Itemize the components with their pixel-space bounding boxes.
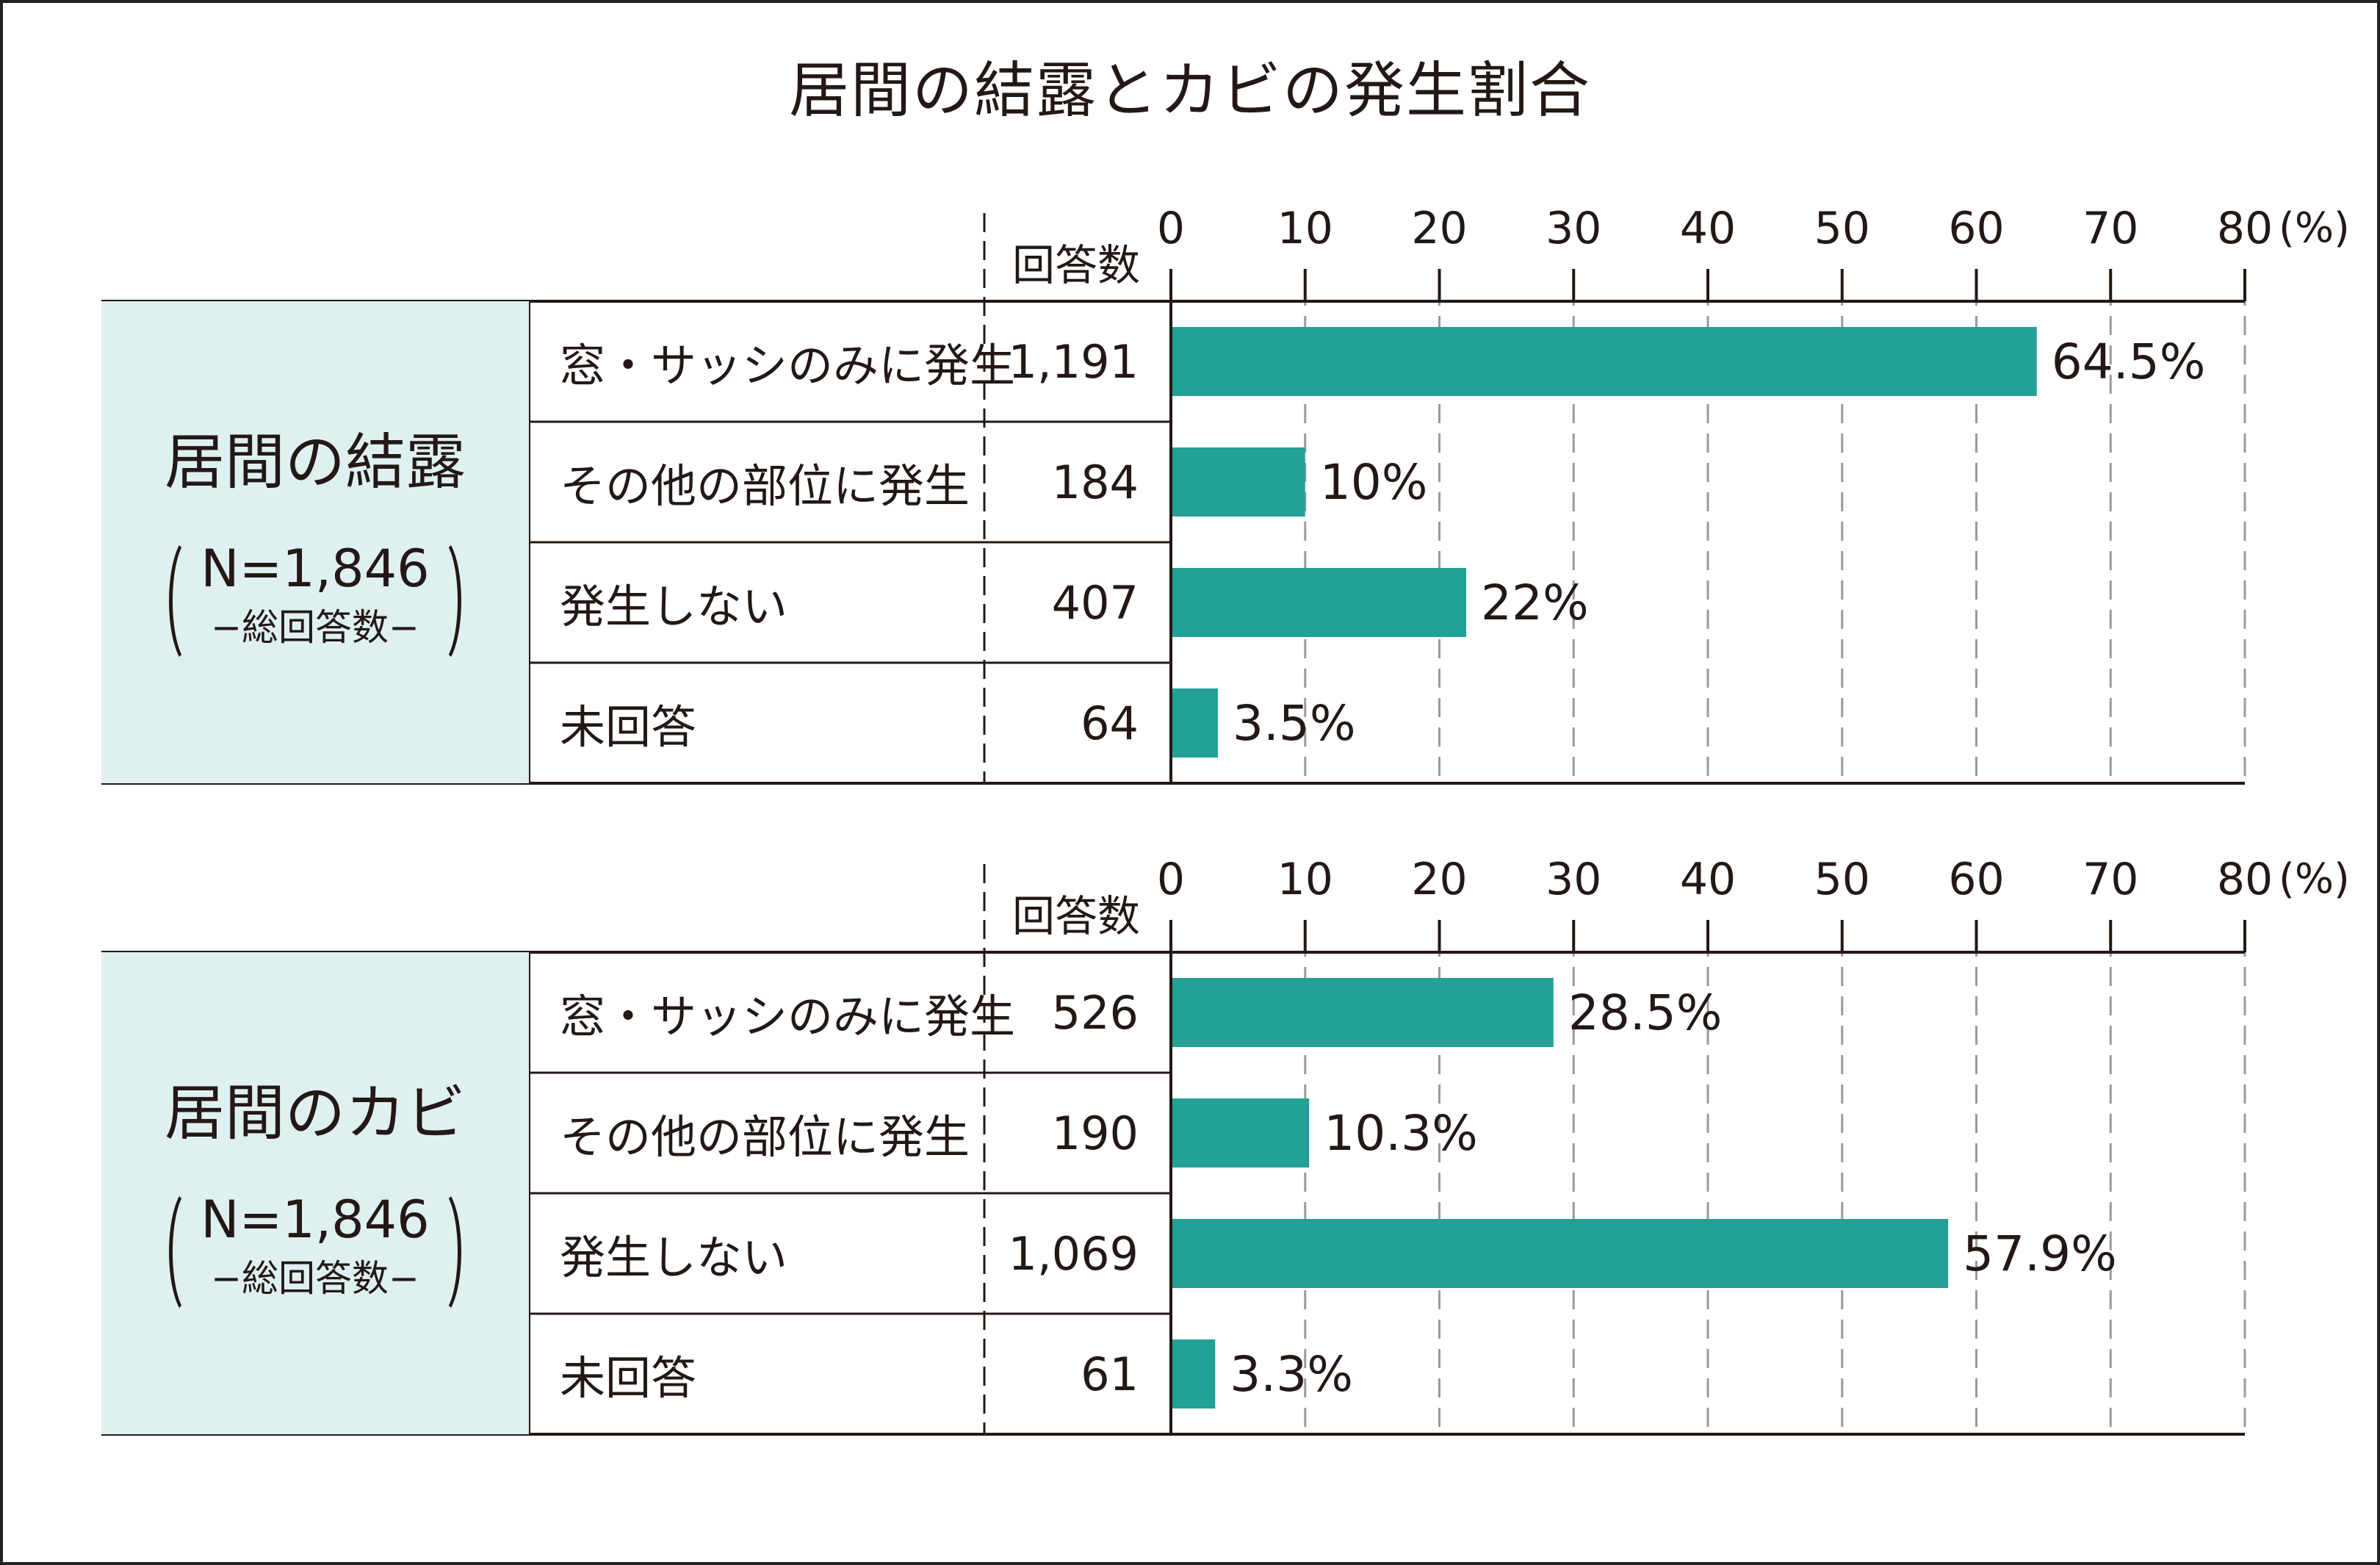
bar-value-label: 10.3% xyxy=(1324,1104,1478,1162)
bar-value-label: 64.5% xyxy=(2051,333,2206,390)
x-tick-label: 20 xyxy=(1411,854,1468,905)
x-tick-label: 60 xyxy=(1948,854,2005,905)
group-title: 居間のカビ xyxy=(164,1079,466,1148)
category-label: その他の部位に発生 xyxy=(560,459,970,513)
bar xyxy=(1172,688,1218,758)
x-tick-label: 50 xyxy=(1814,203,1870,254)
response-count: 61 xyxy=(1081,1347,1139,1401)
sample-size-label: N=1,846 xyxy=(201,539,430,599)
axis-unit: (%) xyxy=(2279,855,2350,903)
bar xyxy=(1172,978,1554,1047)
group-panel: 居間のカビ N=1,846 −総回答数− xyxy=(101,952,529,1434)
x-tick-label: 10 xyxy=(1277,203,1333,254)
axis-unit: (%) xyxy=(2279,204,2350,252)
bar-value-label: 3.5% xyxy=(1232,694,1356,752)
x-tick-label: 70 xyxy=(2082,203,2139,254)
group-sample-size: N=1,846 −総回答数− xyxy=(101,1186,529,1318)
bar xyxy=(1172,1219,1949,1288)
category-label: その他の部位に発生 xyxy=(560,1110,970,1164)
bar-value-label: 57.9% xyxy=(1963,1225,2117,1282)
bar xyxy=(1172,568,1467,637)
x-tick-label: 70 xyxy=(2082,854,2139,905)
group-title: 居間の結露 xyxy=(164,428,466,497)
x-tick-label: 10 xyxy=(1277,854,1333,905)
bar xyxy=(1172,1339,1216,1408)
response-count: 184 xyxy=(1051,455,1139,509)
x-tick-label: 30 xyxy=(1546,203,1602,254)
bar xyxy=(1172,447,1305,517)
paren-right xyxy=(417,1186,461,1318)
category-label: 未回答 xyxy=(560,1351,697,1405)
paren-right xyxy=(417,535,461,667)
bar-value-label: 22% xyxy=(1481,574,1589,631)
x-tick-label: 60 xyxy=(1948,203,2005,254)
x-tick-label: 80 xyxy=(2216,854,2273,905)
response-count: 64 xyxy=(1081,696,1139,750)
x-tick-label: 0 xyxy=(1156,854,1186,905)
response-count: 190 xyxy=(1051,1106,1139,1160)
sample-size-label: N=1,846 xyxy=(201,1190,430,1250)
category-label: 発生しない xyxy=(560,580,788,633)
x-tick-label: 50 xyxy=(1814,854,1870,905)
response-count: 1,069 xyxy=(1008,1226,1139,1281)
x-tick-label: 80 xyxy=(2216,203,2273,254)
chart-title: 居間の結露とカビの発生割合 xyxy=(788,56,1591,126)
response-count: 407 xyxy=(1051,575,1139,630)
x-tick-label: 0 xyxy=(1156,203,1186,254)
category-label: 窓・サッシのみに発生 xyxy=(560,339,1016,392)
bar-value-label: 28.5% xyxy=(1568,984,1723,1041)
sample-size-caption: −総回答数− xyxy=(211,1257,419,1300)
x-tick-label: 40 xyxy=(1679,854,1737,905)
response-count: 1,191 xyxy=(1008,334,1139,389)
paren-left xyxy=(169,535,213,667)
paren-left xyxy=(169,1186,213,1318)
count-column-header: 回答数 xyxy=(1012,240,1140,290)
group-sample-size: N=1,846 −総回答数− xyxy=(101,535,529,667)
category-label: 窓・サッシのみに発生 xyxy=(560,990,1016,1043)
x-tick-label: 20 xyxy=(1411,203,1468,254)
bar xyxy=(1172,1098,1310,1168)
group-panel: 居間の結露 N=1,846 −総回答数− xyxy=(101,301,529,783)
bar-value-label: 10% xyxy=(1319,453,1428,511)
response-count: 526 xyxy=(1051,985,1139,1040)
category-label: 発生しない xyxy=(560,1231,788,1284)
bar-value-label: 3.3% xyxy=(1230,1345,1353,1403)
count-column-header: 回答数 xyxy=(1012,891,1140,941)
x-tick-label: 40 xyxy=(1679,203,1737,254)
x-tick-label: 30 xyxy=(1546,854,1602,905)
category-label: 未回答 xyxy=(560,700,697,754)
sample-size-caption: −総回答数− xyxy=(211,606,419,649)
bar xyxy=(1172,327,2037,396)
